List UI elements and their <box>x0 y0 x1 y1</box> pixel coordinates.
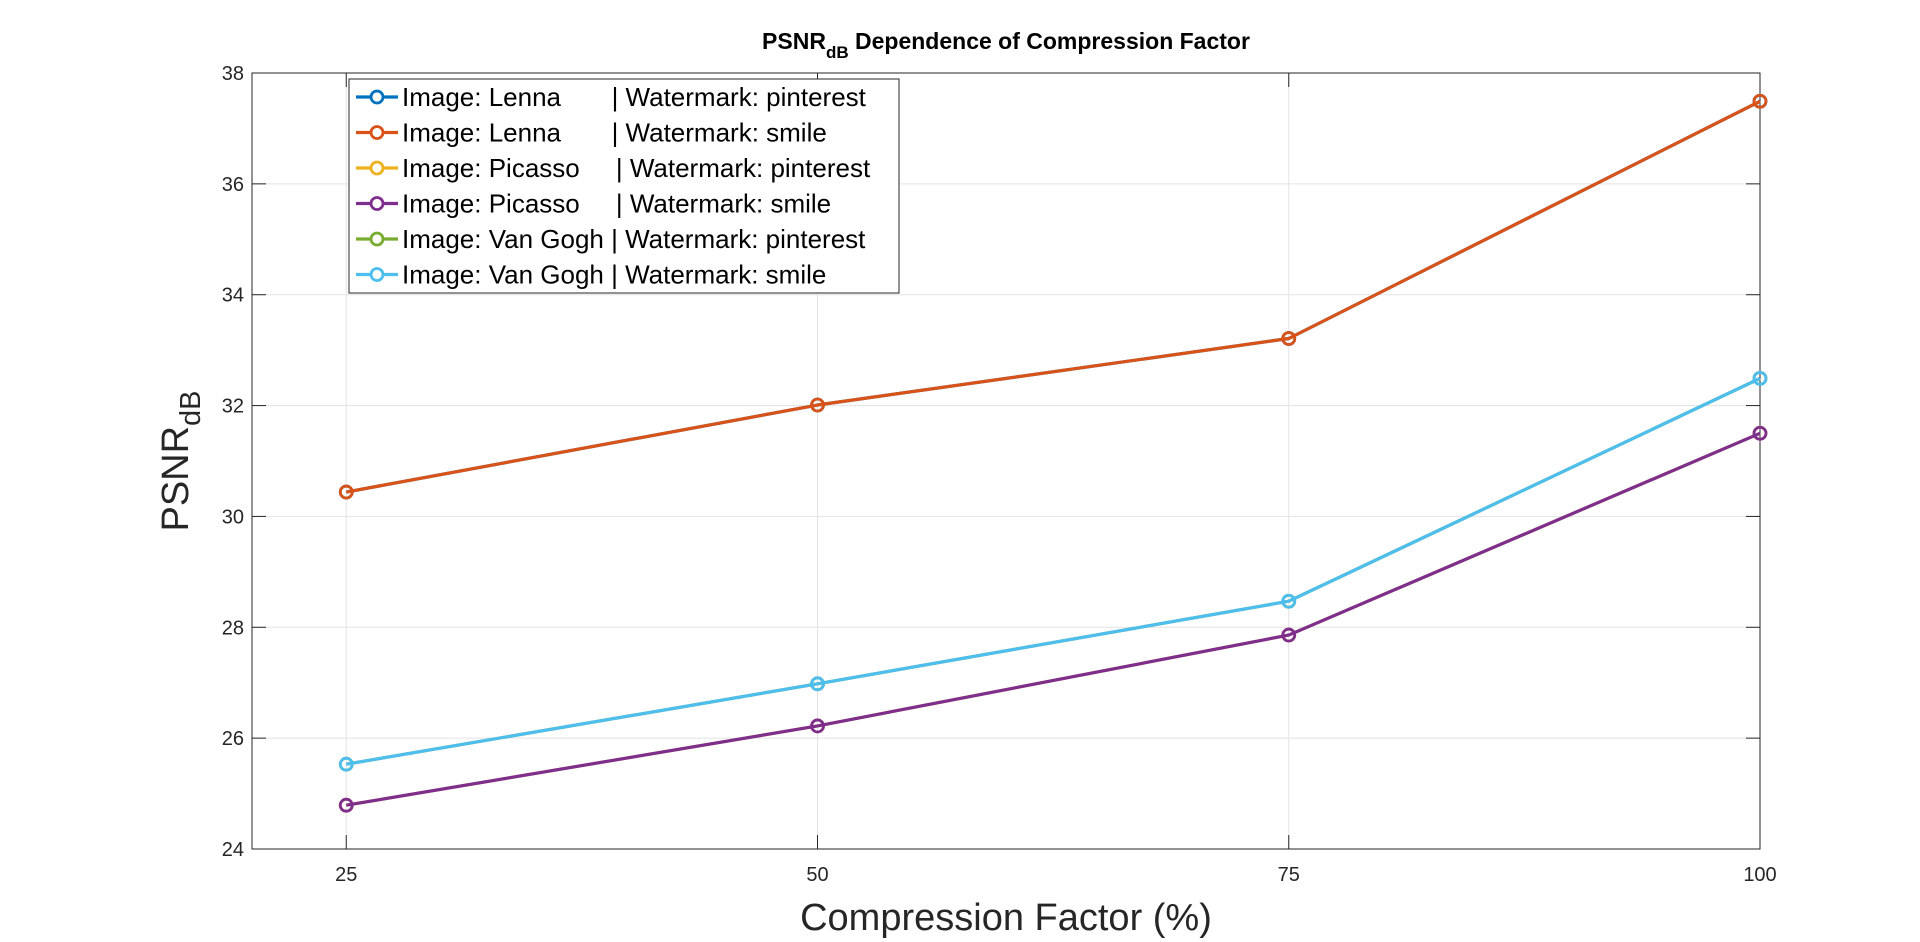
axes-box <box>251 72 1761 850</box>
series-5 <box>338 371 1768 772</box>
data-point <box>338 756 354 772</box>
series-line <box>345 99 1761 494</box>
legend-label: Image: Picasso | Watermark: pinterest <box>402 153 871 183</box>
series-line <box>345 431 1761 807</box>
y-tick-label: 38 <box>222 63 244 85</box>
chart-title: PSNRdB Dependence of Compression Factor <box>762 28 1250 62</box>
data-point <box>1281 331 1297 346</box>
legend-item: Image: Lenna | Watermark: pinterest <box>356 82 867 112</box>
legend: Image: Lenna | Watermark: pinterest Image… <box>348 78 900 294</box>
y-tick-label: 32 <box>222 396 244 418</box>
legend-item: Image: Picasso | Watermark: smile <box>356 189 831 219</box>
x-tick-label: 25 <box>335 864 357 886</box>
legend-marker <box>369 125 385 140</box>
series-layer <box>338 93 1768 813</box>
y-tick-label: 24 <box>222 839 244 861</box>
legend-item: Image: Picasso | Watermark: pinterest <box>356 153 871 183</box>
y-tick-label: 36 <box>222 174 244 196</box>
data-point <box>810 676 825 692</box>
x-axis-label: Compression Factor (%) <box>800 897 1212 939</box>
title-subscript: dB <box>826 43 849 62</box>
ticks: 24 26 28 30 32 34 36 38 25 50 75 100 <box>222 63 1777 886</box>
legend-item: Image: Van Gogh | Watermark: smile <box>356 260 826 290</box>
series-line <box>345 376 1761 766</box>
series-1 <box>338 93 1768 500</box>
legend-item: Image: Van Gogh | Watermark: pinterest <box>356 224 866 254</box>
legend-label: Image: Picasso | Watermark: smile <box>402 189 831 219</box>
x-tick-label: 100 <box>1743 864 1776 886</box>
legend-item: Image: Lenna | Watermark: smile <box>356 118 827 148</box>
legend-marker <box>369 160 385 176</box>
y-tick-label: 30 <box>222 506 244 528</box>
x-tick-label: 50 <box>806 864 828 886</box>
data-point <box>810 718 825 734</box>
ylabel-main: PSNR <box>155 426 197 532</box>
legend-marker <box>369 89 385 105</box>
legend-marker <box>369 196 385 211</box>
data-point <box>1752 425 1768 441</box>
data-point <box>1281 627 1297 643</box>
title-rest: Dependence of Compression Factor <box>849 28 1250 54</box>
legend-marker <box>369 231 385 247</box>
legend-label: Image: Van Gogh | Watermark: pinterest <box>402 224 866 254</box>
data-point <box>1752 371 1768 386</box>
data-point <box>1752 93 1768 109</box>
data-point <box>810 397 825 413</box>
y-tick-label: 34 <box>222 285 244 307</box>
legend-box <box>348 78 900 294</box>
legend-label: Image: Lenna | Watermark: pinterest <box>402 82 867 112</box>
legend-label: Image: Lenna | Watermark: smile <box>402 118 827 148</box>
ylabel-subscript: dB <box>175 390 207 425</box>
y-axis-label: PSNRdB <box>155 390 207 531</box>
legend-marker <box>369 267 385 282</box>
x-tick-label: 75 <box>1278 864 1300 886</box>
y-tick-label: 28 <box>222 617 244 639</box>
legend-label: Image: Van Gogh | Watermark: smile <box>402 260 826 290</box>
y-tick-label: 26 <box>222 728 244 750</box>
data-point <box>338 797 354 813</box>
title-main: PSNR <box>762 28 826 54</box>
data-point <box>338 484 354 500</box>
data-point <box>1281 593 1297 609</box>
series-3 <box>338 425 1768 813</box>
